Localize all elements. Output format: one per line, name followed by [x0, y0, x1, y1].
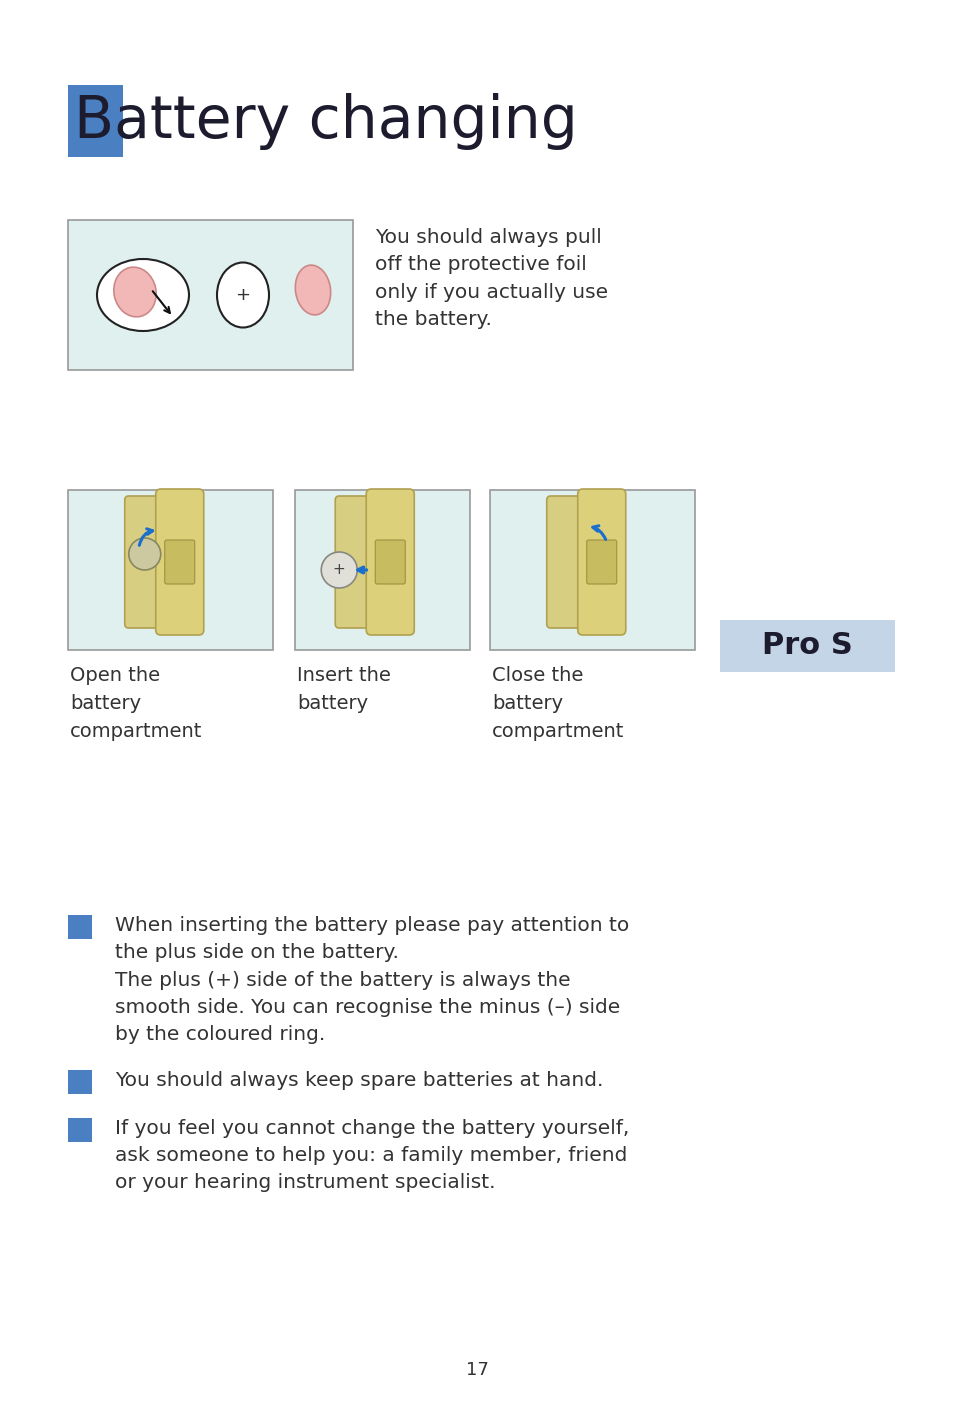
FancyBboxPatch shape — [68, 490, 273, 651]
FancyBboxPatch shape — [586, 540, 616, 584]
Text: You should always pull
off the protective foil
only if you actually use
the batt: You should always pull off the protectiv… — [375, 228, 607, 329]
Text: When inserting the battery please pay attention to
the plus side on the battery.: When inserting the battery please pay at… — [115, 916, 629, 1044]
FancyBboxPatch shape — [125, 496, 158, 628]
Text: You should always keep spare batteries at hand.: You should always keep spare batteries a… — [115, 1071, 602, 1090]
FancyBboxPatch shape — [720, 620, 894, 672]
FancyBboxPatch shape — [155, 489, 204, 635]
Text: +: + — [235, 287, 251, 303]
Text: 17: 17 — [465, 1361, 488, 1378]
Text: Battery changing: Battery changing — [74, 93, 578, 149]
Text: +: + — [333, 562, 345, 577]
Ellipse shape — [113, 267, 156, 318]
FancyBboxPatch shape — [294, 490, 470, 651]
Ellipse shape — [321, 552, 356, 589]
FancyBboxPatch shape — [68, 1071, 91, 1094]
Text: Insert the
battery: Insert the battery — [296, 666, 391, 712]
FancyBboxPatch shape — [375, 540, 405, 584]
Ellipse shape — [295, 266, 331, 315]
Text: If you feel you cannot change the battery yourself,
ask someone to help you: a f: If you feel you cannot change the batter… — [115, 1118, 629, 1193]
FancyBboxPatch shape — [335, 496, 369, 628]
FancyBboxPatch shape — [68, 84, 123, 157]
Text: Pro S: Pro S — [761, 631, 852, 660]
FancyBboxPatch shape — [68, 915, 91, 939]
Ellipse shape — [97, 259, 189, 332]
Ellipse shape — [216, 263, 269, 327]
FancyBboxPatch shape — [68, 221, 353, 370]
Text: Open the
battery
compartment: Open the battery compartment — [70, 666, 202, 740]
FancyBboxPatch shape — [68, 1118, 91, 1142]
FancyBboxPatch shape — [490, 490, 695, 651]
FancyBboxPatch shape — [578, 489, 625, 635]
FancyBboxPatch shape — [366, 489, 414, 635]
FancyBboxPatch shape — [165, 540, 194, 584]
Text: Close the
battery
compartment: Close the battery compartment — [492, 666, 623, 740]
FancyBboxPatch shape — [546, 496, 580, 628]
Ellipse shape — [129, 538, 161, 570]
